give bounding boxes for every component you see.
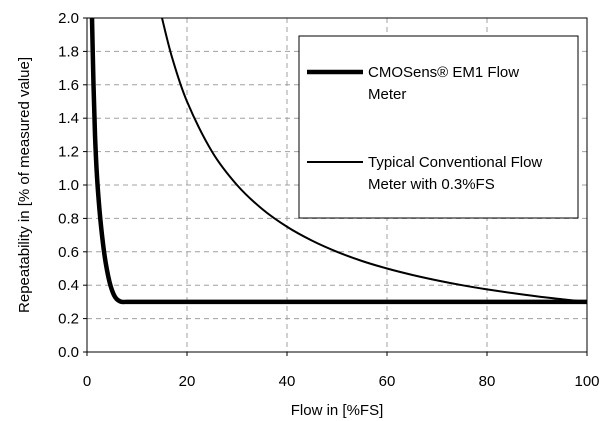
x-tick-label: 100 bbox=[574, 373, 599, 390]
y-tick-label: 1.2 bbox=[58, 144, 79, 161]
y-tick-label: 1.4 bbox=[58, 110, 79, 127]
y-tick-label: 0.2 bbox=[58, 311, 79, 328]
series-line-conventional bbox=[161, 18, 587, 303]
x-axis-label: Flow in [%FS] bbox=[291, 402, 384, 419]
x-tick-label: 0 bbox=[83, 373, 91, 390]
legend-box bbox=[298, 35, 579, 219]
y-tick-label: 0.0 bbox=[58, 344, 79, 361]
legend-label: Typical Conventional Flow bbox=[368, 154, 542, 171]
y-tick-label: 1.6 bbox=[58, 77, 79, 94]
legend: CMOSens® EM1 Flow Meter Typical Convention… bbox=[298, 35, 579, 219]
legend-label: Meter with 0.3%FS bbox=[368, 176, 495, 193]
x-tick-label: 80 bbox=[479, 373, 496, 390]
tick-labels: 0.0 0.2 0.4 0.6 0.8 1.0 1.2 1.4 1.6 1.8 2.0 0 20 40 60… bbox=[58, 10, 599, 390]
x-tick-label: 60 bbox=[379, 373, 396, 390]
x-tick-label: 40 bbox=[279, 373, 296, 390]
y-tick-label: 0.8 bbox=[58, 210, 79, 227]
legend-label: Meter bbox=[368, 86, 406, 103]
y-tick-label: 2.0 bbox=[58, 10, 79, 27]
legend-label: CMOSens® EM1 Flow bbox=[368, 64, 519, 81]
y-axis-label: Repeatability in [% of measured value] bbox=[16, 57, 33, 313]
series-line-cmosens bbox=[89, 18, 587, 305]
y-tick-label: 1.8 bbox=[58, 43, 79, 60]
x-tick-label: 20 bbox=[179, 373, 196, 390]
y-tick-label: 0.6 bbox=[58, 244, 79, 261]
y-tick-label: 1.0 bbox=[58, 177, 79, 194]
y-tick-label: 0.4 bbox=[58, 277, 79, 294]
